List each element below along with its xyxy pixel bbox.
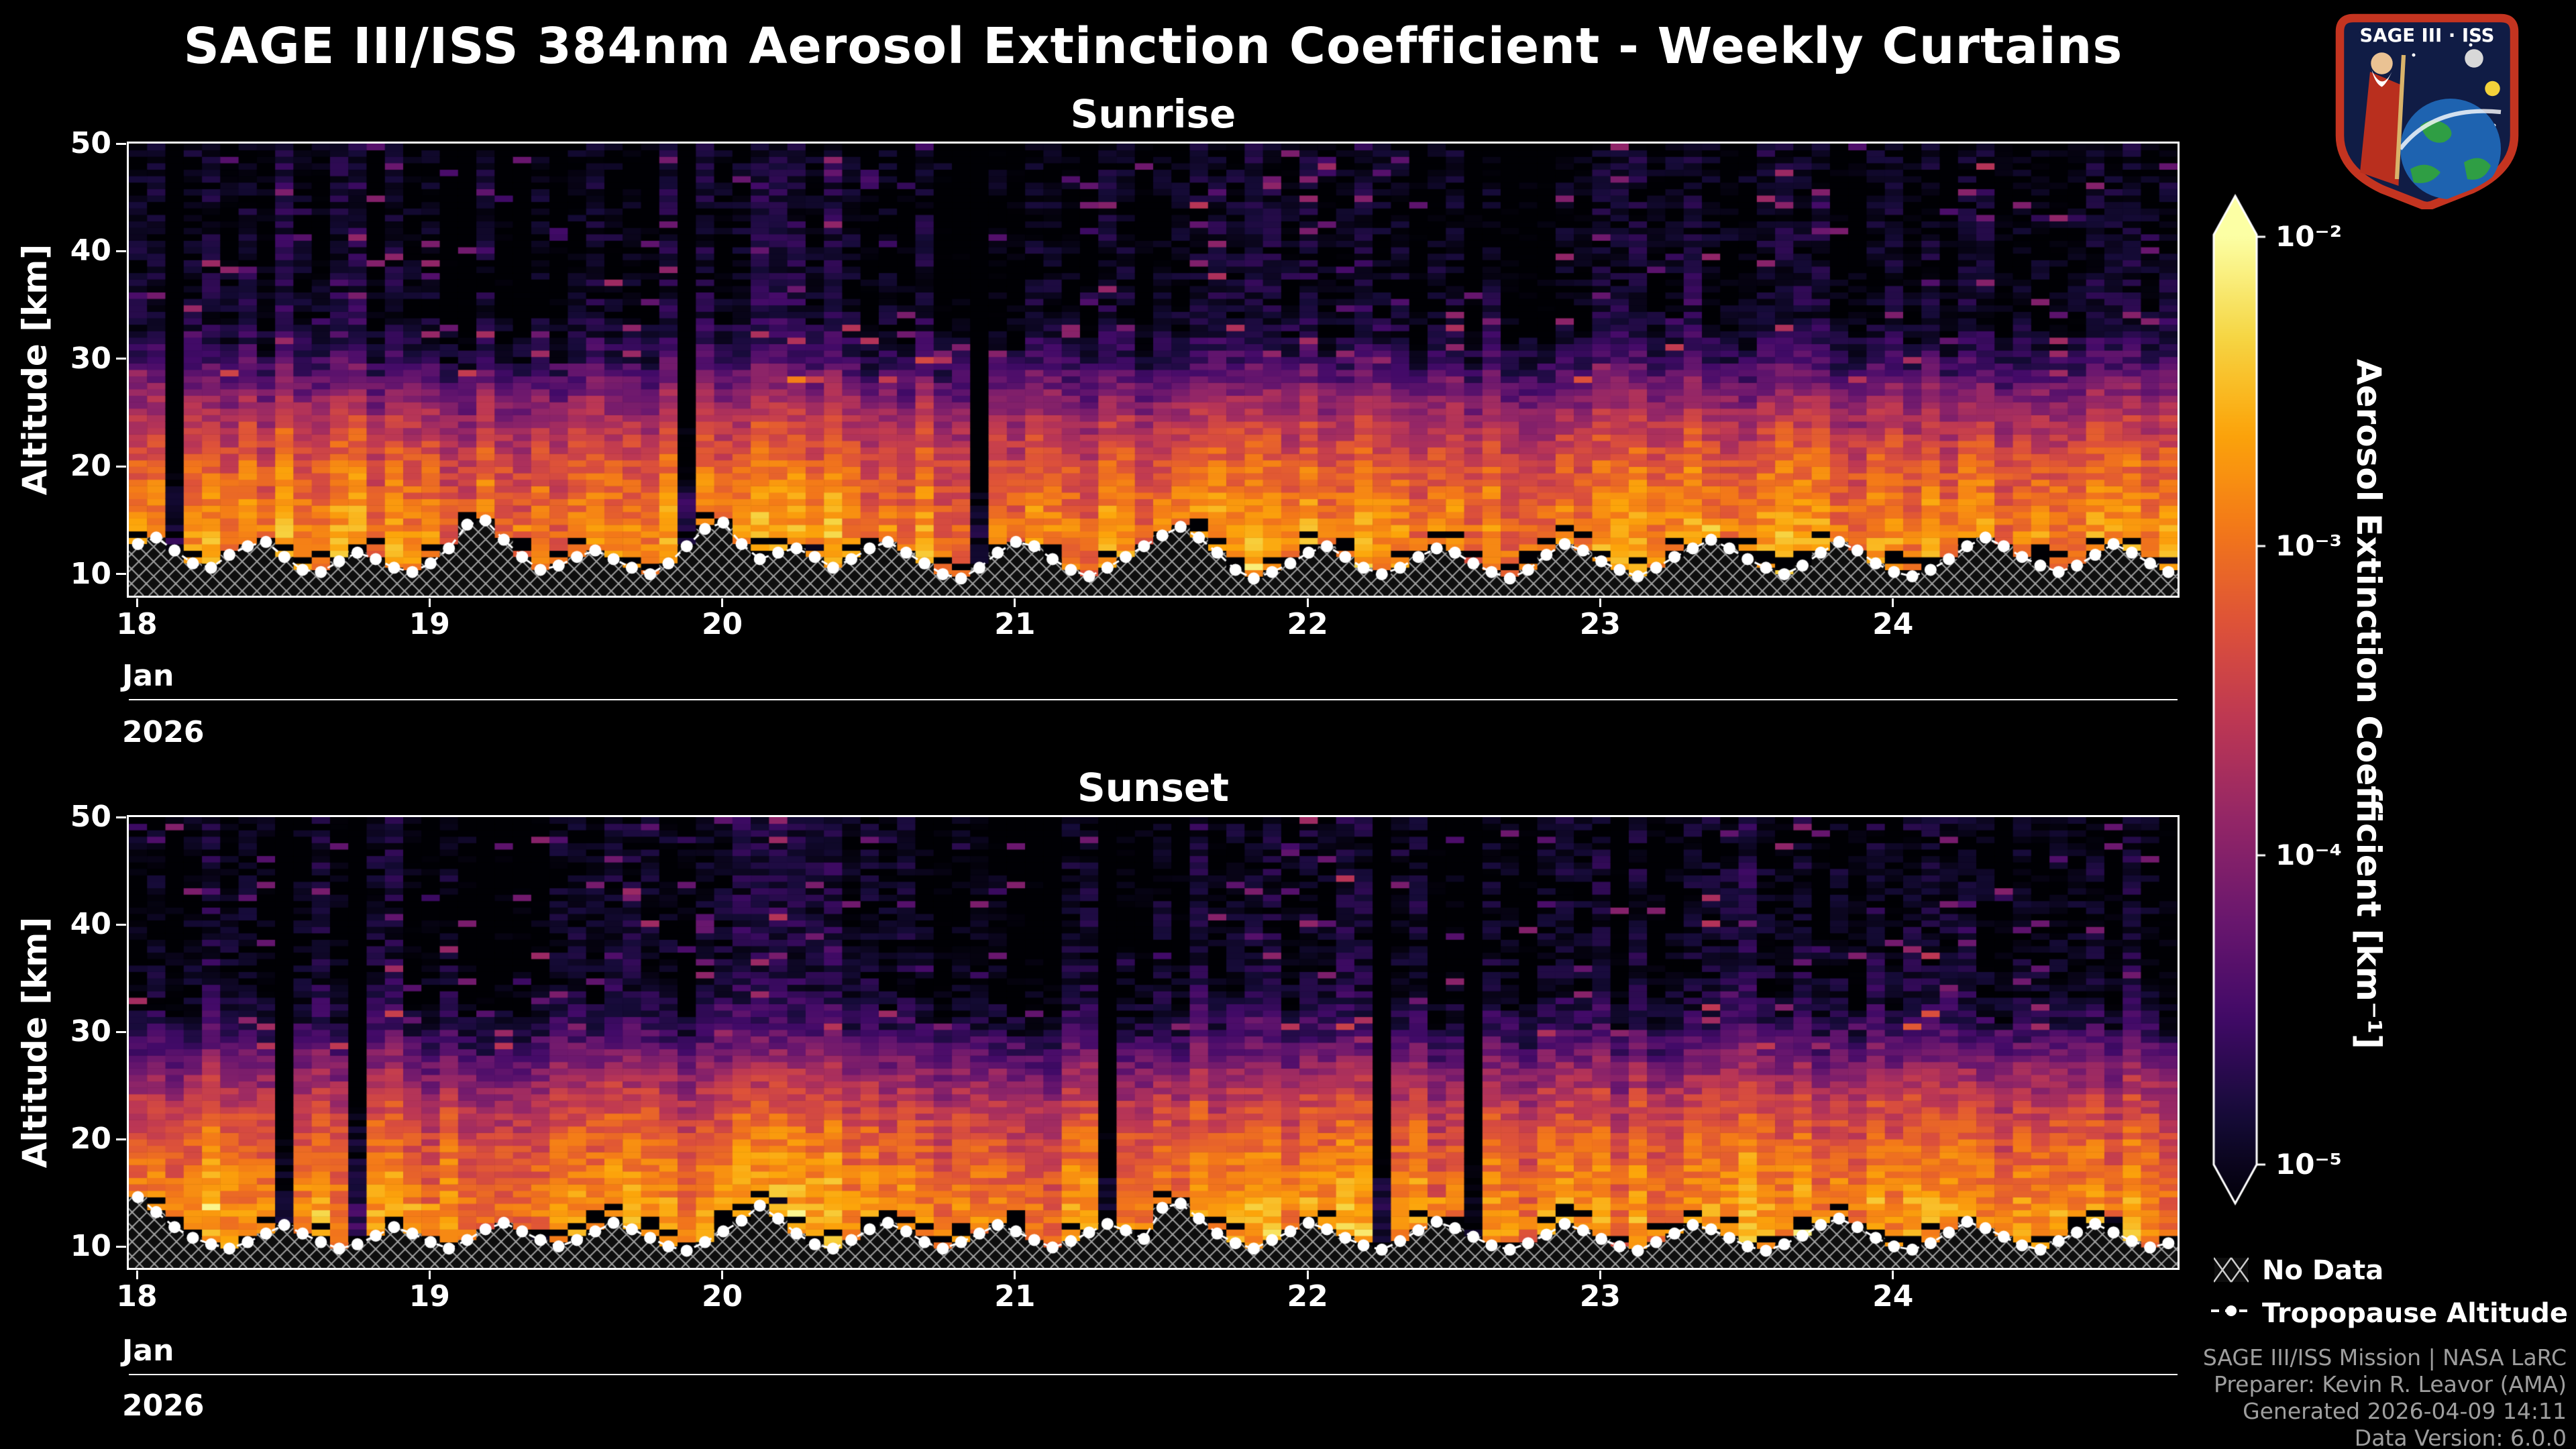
sunset-panel-title: Sunset	[1077, 765, 1229, 810]
sunset-month-label: Jan	[122, 1334, 174, 1368]
sunset-axis-separator	[129, 1374, 2178, 1375]
ytick-mark	[116, 1030, 126, 1033]
xtick-mark	[136, 1271, 138, 1279]
footer-line-version: Data Version: 6.0.0	[2354, 1425, 2567, 1449]
sunset-heatmap-canvas	[129, 817, 2178, 1268]
xtick-mark	[1892, 1271, 1894, 1279]
ytick-label-20: 20	[70, 449, 111, 484]
xtick-label-18: 18	[116, 1279, 158, 1313]
sunrise-heatmap-canvas	[129, 144, 2178, 596]
ytick-label-40: 40	[70, 907, 111, 941]
ytick-mark	[116, 358, 126, 360]
colorbar-label: Aerosol Extinction Coefficient [km⁻¹]	[2349, 359, 2388, 1050]
ytick-label-10: 10	[70, 1229, 111, 1263]
xtick-label-24: 24	[1872, 1279, 1914, 1313]
logo-sun	[2485, 80, 2500, 97]
logo-figure-robe	[2360, 72, 2402, 186]
ytick-mark	[116, 250, 126, 252]
sunrise-axis-separator	[129, 699, 2178, 700]
footer-line-mission: SAGE III/ISS Mission | NASA LaRC	[2202, 1344, 2567, 1371]
xtick-label-18: 18	[116, 607, 158, 641]
xtick-label-23: 23	[1579, 1279, 1621, 1313]
ytick-label-30: 30	[70, 1014, 111, 1049]
ytick-label-50: 50	[70, 800, 111, 834]
logo-text: SAGE III · ISS	[2360, 25, 2495, 46]
no-data-hatch-icon	[2214, 1257, 2249, 1283]
xtick-mark	[1599, 598, 1601, 607]
xtick-label-20: 20	[701, 1279, 743, 1313]
sunrise-year-label: 2026	[122, 715, 205, 749]
logo-moon	[2465, 49, 2483, 68]
colorbar-tick-label-2: 10⁻⁴	[2275, 839, 2343, 871]
footer-line-generated: Generated 2026-04-09 14:11	[2243, 1398, 2567, 1424]
xtick-mark	[1306, 1271, 1309, 1279]
ytick-label-50: 50	[70, 126, 111, 160]
colorbar-tick-label-3: 10⁻⁵	[2275, 1148, 2343, 1181]
logo-art	[2360, 43, 2502, 199]
xtick-label-19: 19	[409, 1279, 450, 1313]
ytick-label-20: 20	[70, 1122, 111, 1156]
xtick-label-19: 19	[409, 607, 450, 641]
xtick-mark	[1892, 598, 1894, 607]
ytick-mark	[116, 816, 126, 818]
xtick-mark	[428, 1271, 431, 1279]
xtick-mark	[1599, 1271, 1601, 1279]
xtick-mark	[721, 598, 724, 607]
ytick-label-30: 30	[70, 341, 111, 376]
page-title: SAGE III/ISS 384nm Aerosol Extinction Co…	[183, 17, 2123, 75]
xtick-mark	[1014, 1271, 1016, 1279]
ytick-mark	[116, 142, 126, 145]
xtick-label-21: 21	[994, 607, 1036, 641]
tropopause-line-icon	[2211, 1305, 2251, 1316]
colorbar-tick-label-0: 10⁻²	[2275, 220, 2343, 253]
ytick-mark	[116, 1245, 126, 1248]
xtick-mark	[721, 1271, 724, 1279]
xtick-mark	[136, 598, 138, 607]
ytick-mark	[116, 465, 126, 468]
colorbar	[2212, 193, 2273, 1206]
ytick-label-40: 40	[70, 233, 111, 268]
xtick-label-21: 21	[994, 1279, 1036, 1313]
footer-line-preparer: Preparer: Kevin R. Leavor (AMA)	[2214, 1371, 2567, 1397]
footer-credits: SAGE III/ISS Mission | NASA LaRC Prepare…	[2203, 1344, 2567, 1449]
xtick-mark	[1306, 598, 1309, 607]
xtick-label-23: 23	[1579, 607, 1621, 641]
xtick-label-24: 24	[1872, 607, 1914, 641]
xtick-label-22: 22	[1287, 607, 1328, 641]
logo-staff	[2394, 54, 2406, 180]
sage-iii-iss-mission-patch-logo: SAGE III · ISS	[2335, 13, 2519, 209]
no-data-legend-label: No Data	[2262, 1255, 2384, 1286]
ytick-mark	[116, 923, 126, 926]
sunrise-panel-title: Sunrise	[1070, 91, 1236, 137]
xtick-label-22: 22	[1287, 1279, 1328, 1313]
ytick-mark	[116, 573, 126, 576]
xtick-mark	[1014, 598, 1016, 607]
sunset-year-label: 2026	[122, 1389, 205, 1423]
sunrise-month-label: Jan	[122, 659, 174, 693]
ytick-label-10: 10	[70, 556, 111, 591]
logo-figure-head	[2371, 52, 2393, 74]
ytick-mark	[116, 1138, 126, 1140]
tropopause-legend-label: Tropopause Altitude	[2262, 1298, 2569, 1329]
xtick-label-20: 20	[701, 607, 743, 641]
xtick-mark	[428, 598, 431, 607]
colorbar-tick-label-1: 10⁻³	[2275, 529, 2343, 562]
